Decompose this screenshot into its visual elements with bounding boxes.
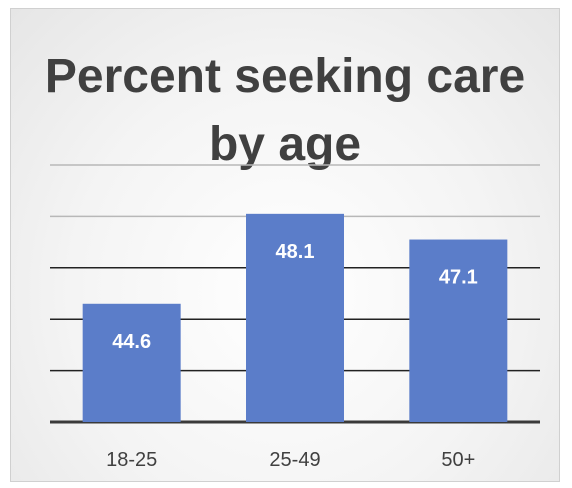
- bar: [82, 303, 181, 422]
- chart-title: Percent seeking care by age: [44, 50, 526, 171]
- data-labels: 44.6 48.1 47.1: [112, 241, 478, 353]
- x-tick-label: 50+: [441, 449, 475, 471]
- data-label: 48.1: [276, 241, 315, 263]
- x-tick-label: 18-25: [106, 449, 157, 471]
- bar: [409, 239, 508, 422]
- bars: [82, 213, 508, 422]
- x-tick-labels: 18-25 25-49 50+: [106, 449, 475, 471]
- data-label: 47.1: [439, 267, 478, 289]
- bar: [246, 213, 344, 422]
- data-label: 44.6: [112, 331, 151, 353]
- x-tick-label: 25-49: [269, 449, 320, 471]
